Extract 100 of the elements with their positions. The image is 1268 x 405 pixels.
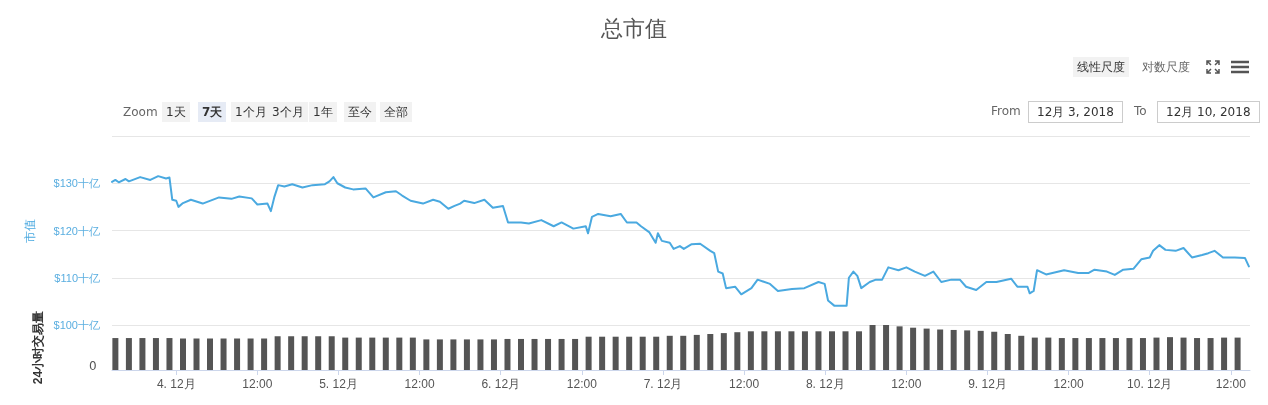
text: 0 <box>88 358 98 375</box>
bar <box>274 336 281 370</box>
bar <box>747 331 754 370</box>
x-tick-label: 10. 12月 <box>1127 377 1173 391</box>
bar <box>1045 337 1052 370</box>
y-axis-title: 24小时交易量 <box>31 310 45 385</box>
bar <box>1099 338 1106 370</box>
bar <box>599 336 606 370</box>
bar <box>220 338 227 370</box>
bar <box>815 331 822 370</box>
text: To <box>1133 103 1148 120</box>
x-tick-label: 9. 12月 <box>968 377 1007 391</box>
x-tick-label: 12:00 <box>242 377 273 391</box>
bar <box>1194 338 1201 370</box>
bar <box>977 330 984 370</box>
x-tick-label: 12:00 <box>404 377 435 391</box>
bar <box>1139 338 1146 370</box>
y-axis-title: 市值 <box>23 218 37 243</box>
bar <box>1058 338 1065 370</box>
bar <box>950 329 957 370</box>
bar <box>382 337 389 370</box>
bar <box>139 338 146 370</box>
y-tick-label: $130十亿 <box>53 177 100 190</box>
line-series <box>111 175 1250 307</box>
y-tick-label: $100十亿 <box>53 319 100 331</box>
bar <box>774 331 781 370</box>
bar <box>680 335 687 370</box>
bar <box>463 339 470 370</box>
bar <box>693 334 700 370</box>
bar <box>423 339 430 370</box>
x-tick-label: 12:00 <box>1215 377 1247 391</box>
bar <box>1167 337 1173 370</box>
bar <box>910 327 917 370</box>
bar <box>1004 334 1011 370</box>
bar <box>991 331 998 370</box>
text: 全部 <box>380 102 412 122</box>
y-tick-label: $120十亿 <box>53 224 100 237</box>
bar <box>1207 338 1214 370</box>
bar <box>572 338 579 370</box>
text: 1个月 <box>231 102 271 122</box>
bar <box>288 336 295 370</box>
x-tick-label: 7. 12月 <box>643 377 683 391</box>
x-tick-label: 12:00 <box>566 377 598 391</box>
bar <box>639 336 646 370</box>
bar <box>856 331 863 370</box>
y-tick-label: $110十亿 <box>54 271 100 284</box>
bar <box>450 339 457 370</box>
bar <box>1018 335 1025 370</box>
text: 1年 <box>309 102 337 122</box>
bar <box>1126 338 1133 370</box>
bar <box>558 338 565 370</box>
bar <box>261 338 268 370</box>
bar <box>234 338 241 370</box>
bar <box>883 325 890 370</box>
bar <box>518 338 524 370</box>
text: 对数尺度 <box>1141 59 1191 76</box>
bar <box>504 338 511 370</box>
x-tick-label: 8. 12月 <box>805 377 845 391</box>
x-tick-label: 4. 12月 <box>156 377 196 391</box>
bar <box>112 338 119 370</box>
text: 7天 <box>198 102 227 122</box>
text: 3个月 <box>268 102 308 122</box>
bar <box>1221 337 1228 370</box>
bar <box>626 336 633 370</box>
bar <box>409 337 416 370</box>
bar <box>396 337 403 370</box>
bar <box>315 336 322 370</box>
x-tick-label: 5. 12月 <box>319 377 358 391</box>
x-tick-label: 12:00 <box>1053 377 1084 391</box>
x-tick-label: 12:00 <box>729 377 760 391</box>
bar <box>612 336 619 370</box>
bar <box>801 331 808 370</box>
bar <box>328 336 335 370</box>
bar <box>653 336 660 370</box>
bar <box>436 339 443 370</box>
bar <box>707 334 714 370</box>
bar <box>1112 338 1119 370</box>
bar <box>125 338 132 370</box>
bar <box>342 337 349 370</box>
bar <box>923 328 930 370</box>
bar <box>369 337 376 370</box>
bar <box>490 339 497 370</box>
bar <box>720 333 727 370</box>
bar <box>152 338 159 370</box>
bar <box>1180 337 1187 370</box>
bar <box>193 338 200 370</box>
bar <box>301 336 308 370</box>
bar <box>937 329 944 370</box>
x-tick-label: 12:00 <box>891 377 922 391</box>
text: 线性尺度 <box>1073 57 1129 77</box>
bar <box>842 331 849 370</box>
bar <box>355 337 362 370</box>
bar <box>666 335 673 370</box>
bar <box>179 338 186 370</box>
bar <box>869 325 876 370</box>
bar <box>761 331 768 370</box>
bar <box>585 336 592 370</box>
bar <box>531 338 538 370</box>
bar <box>166 338 173 370</box>
text: From <box>990 103 1022 120</box>
